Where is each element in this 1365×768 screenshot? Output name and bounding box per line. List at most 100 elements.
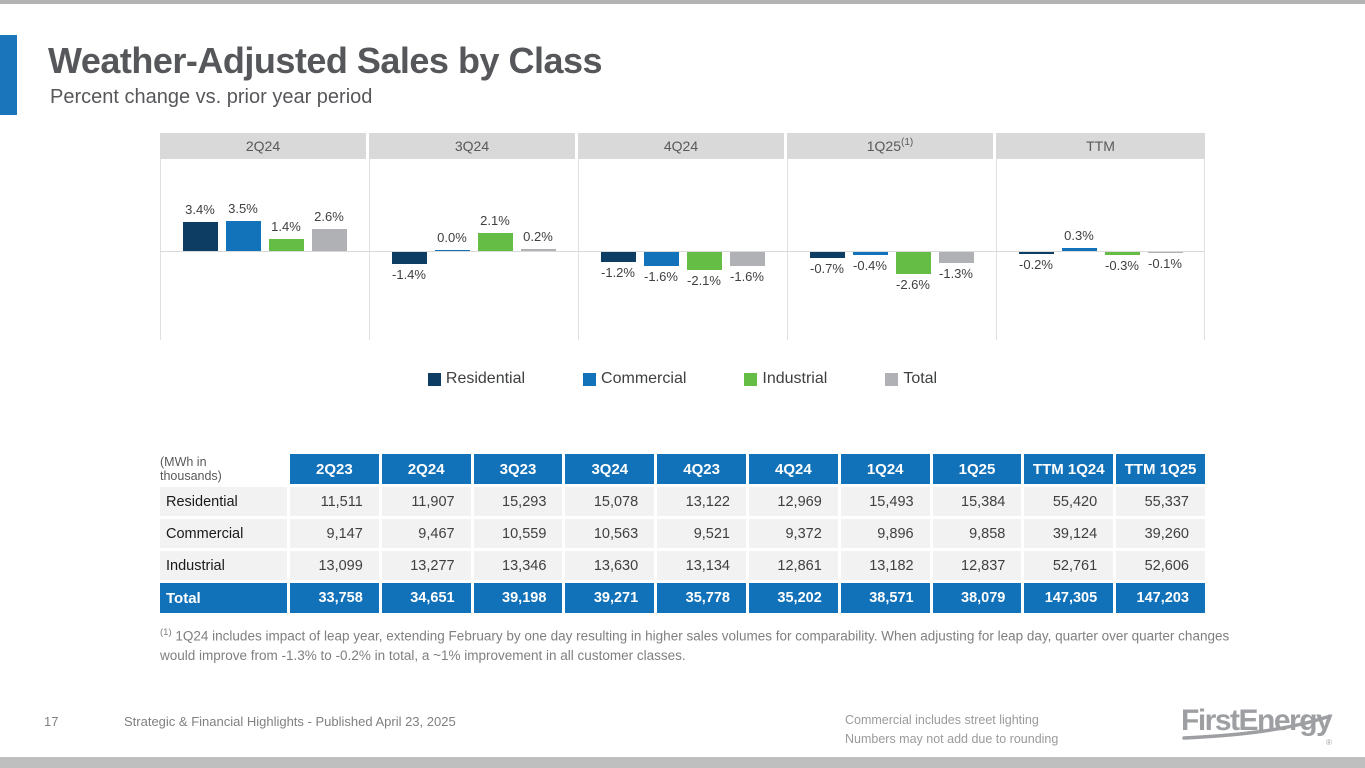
bar-commercial-1q25	[852, 252, 888, 256]
table-cell: 12,861	[748, 551, 838, 580]
bar-industrial-1q25	[895, 252, 931, 275]
table-total-label: Total	[160, 583, 287, 613]
bar-value-label: -1.4%	[392, 266, 426, 282]
top-border-strip	[0, 0, 1365, 4]
bar-industrial-3q24	[477, 233, 513, 251]
bar-commercial-4q24	[643, 252, 679, 266]
page-number: 17	[44, 714, 59, 729]
table-cell: 52,606	[1116, 551, 1205, 580]
bar-total-ttm	[1147, 252, 1183, 253]
table-row-residential: Residential 11,511 11,907 15,293 15,078 13,12…	[160, 487, 1205, 516]
chart-group-label: 4Q24	[663, 138, 699, 154]
bar-commercial-2q24	[225, 221, 261, 251]
chart-panel-separator	[578, 159, 579, 340]
bar-value-label: 0.3%	[1064, 228, 1094, 244]
table-row-industrial: Industrial 13,099 13,277 13,346 13,630 13,134…	[160, 551, 1205, 580]
bar-total-1q25	[938, 252, 974, 264]
bar-commercial-3q24	[434, 250, 470, 251]
bar-value-label: 2.1%	[480, 213, 510, 229]
table-total-cell: 147,305	[1024, 583, 1114, 613]
table-column-header: 2Q23	[290, 454, 379, 484]
bar-value-label: 3.4%	[185, 202, 215, 218]
bar-value-label: 2.6%	[314, 208, 344, 224]
table-cell: 11,907	[381, 487, 471, 516]
chart-group-header-4q24: 4Q24	[578, 133, 784, 159]
footer-notes: Commercial includes street lighting Numb…	[845, 711, 1058, 749]
table-row-label: Commercial	[160, 519, 287, 548]
bar-total-3q24	[520, 249, 556, 251]
table-total-row: Total 33,758 34,651 39,198 39,271 35,778 35,20…	[160, 583, 1205, 613]
bar-total-4q24	[729, 252, 765, 266]
footnote: (1) 1Q24 includes impact of leap year, e…	[160, 626, 1258, 666]
table-column-header: TTM 1Q24	[1024, 454, 1114, 484]
sales-bar-chart: 2Q24 3Q24 4Q24 1Q25 (1) TTM 3.4% -1.4% -1.2% -0.…	[160, 133, 1205, 340]
chart-group-label: TTM	[1086, 138, 1115, 154]
bar-value-label: -0.4%	[853, 258, 887, 274]
chart-zero-axis	[160, 251, 1205, 252]
chart-plot-area: 3.4% -1.4% -1.2% -0.7% -0.2% 3.5% 0.0% -1.6% -0.…	[160, 159, 1205, 340]
bar-residential-2q24	[182, 222, 218, 251]
table-cell: 9,858	[932, 519, 1022, 548]
table-column-header: 3Q23	[473, 454, 563, 484]
table-cell: 9,521	[657, 519, 746, 548]
bar-value-label: -1.2%	[601, 265, 635, 281]
page-subtitle: Percent change vs. prior year period	[50, 86, 373, 108]
table-cell: 13,122	[657, 487, 746, 516]
bar-value-label: 0.2%	[523, 229, 553, 245]
table-column-header: 1Q24	[840, 454, 930, 484]
sales-data-table: (MWh in thousands) 2Q23 2Q24 3Q23 3Q24 4Q23 4Q…	[160, 454, 1205, 613]
table-cell: 13,134	[657, 551, 746, 580]
legend-swatch-icon	[427, 372, 441, 386]
chart-panel-separator	[160, 159, 161, 340]
chart-group-label: 1Q25	[866, 138, 901, 154]
bar-industrial-ttm	[1104, 252, 1140, 255]
chart-panel-separator	[787, 159, 788, 340]
bar-value-label: -0.1%	[1148, 256, 1182, 271]
bar-value-label: -1.6%	[644, 268, 678, 284]
chart-panel-separator	[1204, 159, 1205, 340]
table-cell: 15,493	[840, 487, 930, 516]
table-cell: 9,147	[290, 519, 379, 548]
firstenergy-logo: FirstEnergy ®	[1181, 699, 1335, 754]
table-header-row: (MWh in thousands) 2Q23 2Q24 3Q23 3Q24 4Q23 4Q…	[160, 454, 1205, 484]
chart-group-headers: 2Q24 3Q24 4Q24 1Q25 (1) TTM	[160, 133, 1205, 159]
table-total-cell: 147,203	[1116, 583, 1205, 613]
table-total-cell: 39,198	[473, 583, 563, 613]
table-cell: 55,420	[1024, 487, 1114, 516]
chart-group-header-3q24: 3Q24	[369, 133, 575, 159]
bar-industrial-2q24	[268, 239, 304, 251]
legend-item-total: Total	[885, 370, 937, 388]
bar-residential-3q24	[391, 252, 427, 264]
table-column-header: 1Q25	[932, 454, 1022, 484]
table-cell: 9,467	[381, 519, 471, 548]
bar-value-label: -2.6%	[896, 277, 930, 293]
table-total-cell: 33,758	[290, 583, 379, 613]
table-cell: 11,511	[290, 487, 379, 516]
bar-value-label: -1.6%	[730, 268, 764, 284]
bar-commercial-ttm	[1061, 248, 1097, 251]
bar-total-2q24	[311, 228, 347, 251]
chart-panel-separator	[369, 159, 370, 340]
table-column-header: 3Q24	[565, 454, 655, 484]
chart-group-header-1q25: 1Q25 (1)	[787, 133, 993, 159]
chart-legend: Residential Commercial Industrial Total	[160, 370, 1205, 388]
legend-item-residential: Residential	[427, 370, 525, 388]
legend-item-commercial: Commercial	[583, 370, 686, 388]
title-accent-bar	[0, 35, 17, 115]
table-cell: 9,896	[840, 519, 930, 548]
table-column-header: 4Q23	[657, 454, 746, 484]
legend-swatch-icon	[885, 372, 899, 386]
table-cell: 13,630	[565, 551, 655, 580]
table-cell: 12,969	[748, 487, 838, 516]
bar-industrial-4q24	[686, 252, 722, 270]
bar-value-label: -0.2%	[1019, 256, 1053, 272]
table-column-header: 4Q24	[748, 454, 838, 484]
legend-label: Total	[903, 370, 938, 387]
table-total-cell: 39,271	[565, 583, 655, 613]
legend-label: Commercial	[601, 370, 687, 387]
chart-group-footnote-ref: (1)	[901, 136, 914, 148]
table-unit-label: (MWh in thousands)	[160, 454, 222, 483]
table-cell: 15,078	[565, 487, 655, 516]
legend-label: Industrial	[762, 370, 828, 387]
